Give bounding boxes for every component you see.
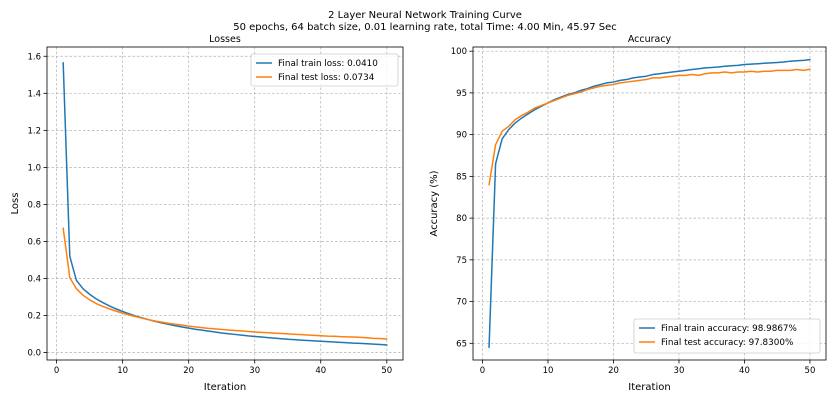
losses-ytick-label: 0.6 — [27, 237, 41, 247]
losses-series-line-train — [62, 61, 388, 346]
accuracy-panel: 0 10 20 30 40 50 65 70 75 80 85 90 95 100 Accuracy Iter… — [429, 34, 827, 393]
losses-ytick-label: 0.0 — [27, 349, 41, 359]
accuracy-xtick-label: 0 — [480, 366, 485, 376]
losses-legend-label: Final test loss: 0.0734 — [278, 73, 375, 83]
accuracy-ytick-label: 80 — [456, 214, 467, 224]
accuracy-ytick-label: 70 — [456, 298, 467, 308]
accuracy-ytick-label: 85 — [456, 172, 467, 182]
accuracy-legend-label: Final test accuracy: 97.8300% — [661, 338, 793, 348]
losses-ylabel: Loss — [10, 193, 21, 215]
losses-xtick-label: 30 — [249, 366, 260, 376]
accuracy-ytick-label: 65 — [456, 339, 467, 349]
accuracy-ylabel: Accuracy (%) — [429, 170, 440, 236]
losses-xlabel: Iteration — [204, 382, 246, 393]
losses-xtick-label: 50 — [381, 366, 392, 376]
losses-xtick-label: 10 — [117, 366, 128, 376]
losses-legend-box — [250, 53, 399, 87]
losses-ytick-label: 0.8 — [27, 200, 41, 210]
accuracy-xtick-label: 50 — [805, 366, 816, 376]
accuracy-ytick-label: 75 — [456, 256, 467, 266]
accuracy-series-line-train — [488, 58, 811, 349]
losses-title: Losses — [209, 34, 241, 45]
accuracy-ytick-label: 90 — [456, 131, 467, 141]
accuracy-grid — [473, 47, 826, 360]
accuracy-ytick-label: 100 — [451, 47, 467, 57]
losses-legend: Final train loss: 0.0410 Final test loss:… — [250, 53, 399, 87]
losses-panel: 0 10 20 30 40 50 0.0 0.2 0.4 0.6 0.8 1.0 1.2 1.4 1.6 Lo… — [10, 34, 404, 393]
accuracy-legend: Final train accuracy: 98.9867% Final test… — [633, 318, 821, 354]
accuracy-ytick-label: 95 — [456, 89, 467, 99]
accuracy-xtick-label: 40 — [739, 366, 750, 376]
losses-ytick-label: 0.2 — [27, 312, 41, 322]
losses-grid — [47, 47, 403, 360]
losses-xtick-label: 40 — [315, 366, 326, 376]
losses-ytick-label: 1.4 — [27, 89, 41, 99]
accuracy-series-line-test — [488, 68, 811, 186]
accuracy-axes-frame — [472, 46, 827, 361]
accuracy-legend-label: Final train accuracy: 98.9867% — [661, 324, 797, 334]
accuracy-title: Accuracy — [628, 34, 672, 45]
losses-xtick-label: 20 — [183, 366, 194, 376]
figure-suptitle-line1: 2 Layer Neural Network Training Curve — [328, 10, 522, 21]
accuracy-xtick-label: 30 — [674, 366, 685, 376]
losses-ytick-label: 1.6 — [27, 52, 41, 62]
losses-xtick-label: 0 — [54, 366, 59, 376]
accuracy-xlabel: Iteration — [628, 382, 670, 393]
losses-ytick-label: 1.0 — [27, 163, 41, 173]
losses-ytick-label: 1.2 — [27, 126, 41, 136]
accuracy-xtick-label: 10 — [543, 366, 554, 376]
losses-legend-label: Final train loss: 0.0410 — [278, 59, 378, 69]
losses-series-line-test — [62, 227, 388, 340]
accuracy-xtick-label: 20 — [608, 366, 619, 376]
accuracy-legend-box — [633, 318, 821, 354]
losses-ytick-label: 0.4 — [27, 275, 41, 285]
losses-axes-frame — [46, 46, 404, 361]
figure-suptitle-line2: 50 epochs, 64 batch size, 0.01 learning … — [233, 22, 617, 33]
